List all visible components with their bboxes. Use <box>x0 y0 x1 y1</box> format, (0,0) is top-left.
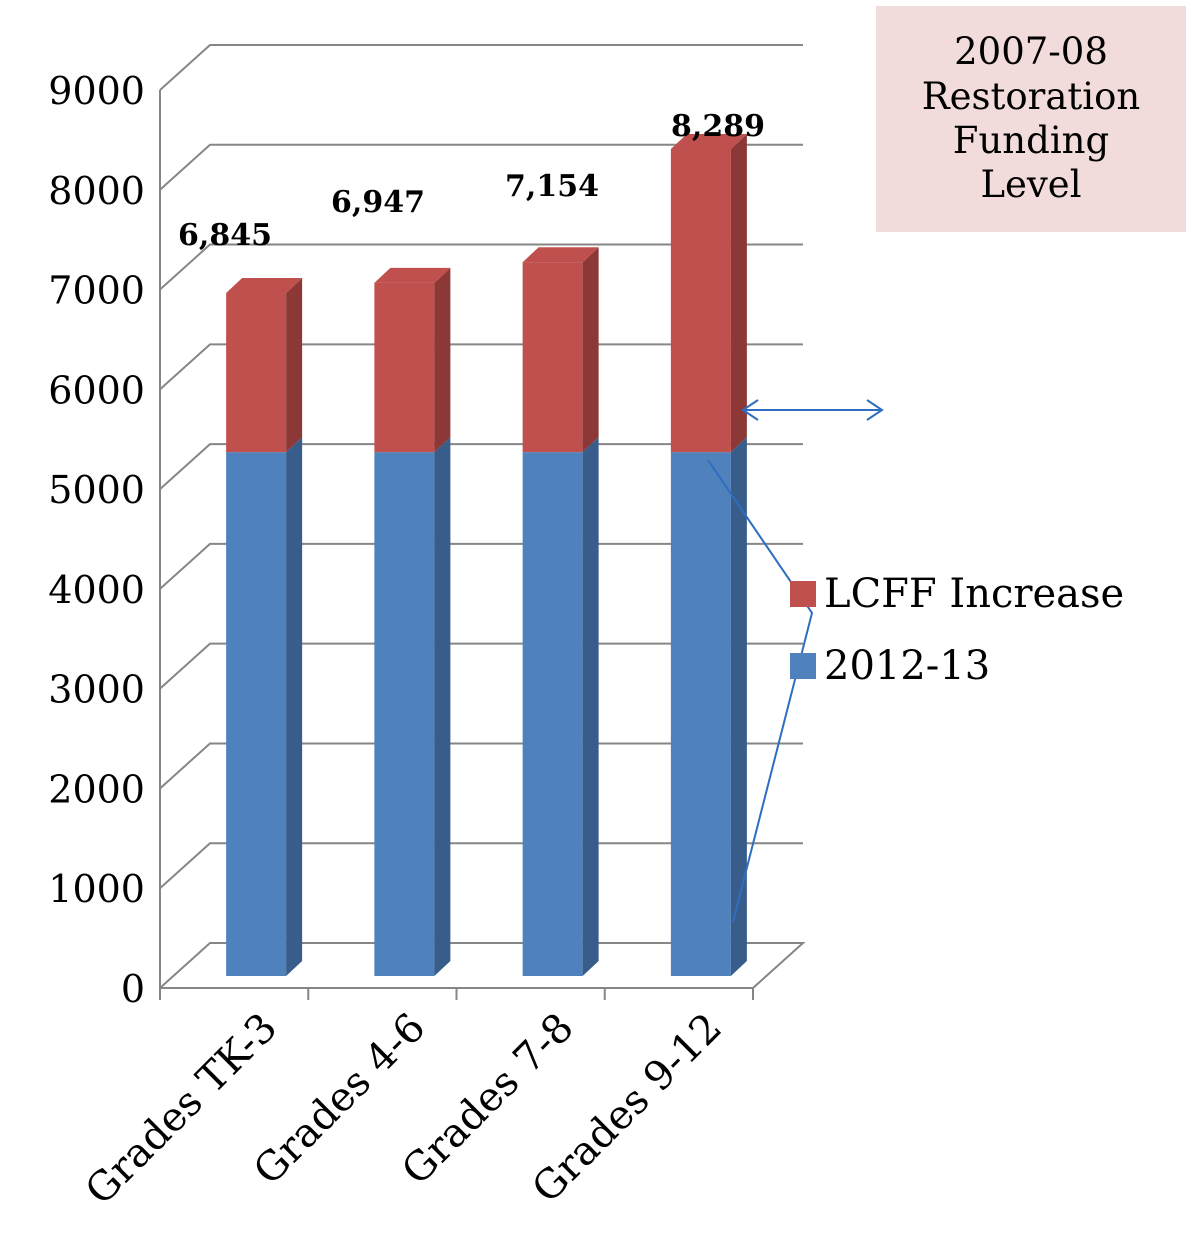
y-tick-label: 8000 <box>48 169 145 213</box>
gridline <box>159 742 803 790</box>
callout-line: Level <box>980 163 1082 207</box>
bar-segment <box>226 293 287 453</box>
legend-label: LCFF Increase <box>824 571 1125 617</box>
y-tick-label: 5000 <box>48 468 145 512</box>
total-label: 6,947 <box>331 185 425 220</box>
callout-line: 2007-08 <box>954 30 1108 74</box>
bar-side <box>582 247 599 453</box>
bar-segment <box>522 262 583 453</box>
legend-item-2012-13: 2012-13 <box>790 643 1124 689</box>
annotation-arrowhead <box>866 399 884 421</box>
legend-swatch <box>790 581 816 607</box>
bar-top <box>522 247 599 263</box>
category-label: Grades TK-3 <box>77 1005 286 1214</box>
y-tick-label: 9000 <box>48 69 145 113</box>
bar-segment <box>670 148 731 453</box>
bar-top <box>374 267 451 283</box>
legend-swatch <box>790 653 816 679</box>
callout-line: Funding <box>952 119 1110 162</box>
gridline <box>159 243 803 291</box>
bar-side <box>730 437 747 977</box>
bar-side <box>434 437 451 977</box>
bar-segment <box>374 452 435 977</box>
gridline <box>159 443 803 490</box>
gridline <box>159 642 803 690</box>
bar-side <box>730 133 747 453</box>
y-tick-label: 4000 <box>48 568 145 612</box>
bar-top <box>670 133 747 149</box>
y-tick-label: 3000 <box>48 668 145 712</box>
total-label: 7,154 <box>505 169 599 204</box>
y-tick-label: 7000 <box>48 269 145 313</box>
gridline <box>159 542 803 590</box>
floor-outline <box>159 942 806 989</box>
total-label: 8,289 <box>671 109 765 144</box>
gridline <box>159 343 803 391</box>
bar-side <box>286 278 303 453</box>
gridline <box>159 44 803 91</box>
bar-segment <box>374 282 435 453</box>
gridline <box>159 842 803 889</box>
callout-line: Restoration <box>921 74 1141 118</box>
y-tick-label: 1000 <box>48 867 145 911</box>
gridline <box>159 143 803 191</box>
bar-segment <box>670 452 731 977</box>
bar-segment <box>226 452 287 977</box>
callout-box: 2007-08 Restoration Funding Level <box>876 6 1186 232</box>
y-tick-label: 2000 <box>48 767 145 811</box>
y-tick-label: 6000 <box>48 368 145 412</box>
bar-top <box>226 278 303 294</box>
bar-side <box>286 437 303 977</box>
bar-segment <box>522 452 583 977</box>
legend: LCFF Increase 2012-13 <box>790 571 1125 717</box>
legend-label: 2012-13 <box>824 643 991 689</box>
bar-side <box>434 267 451 453</box>
annotation-bracket <box>707 459 814 923</box>
annotation-arrowhead <box>741 399 759 421</box>
bar-side <box>582 437 599 977</box>
y-tick-label: 0 <box>121 967 145 1011</box>
legend-item-lcff-increase: LCFF Increase <box>790 571 1125 617</box>
total-label: 6,845 <box>178 218 272 253</box>
